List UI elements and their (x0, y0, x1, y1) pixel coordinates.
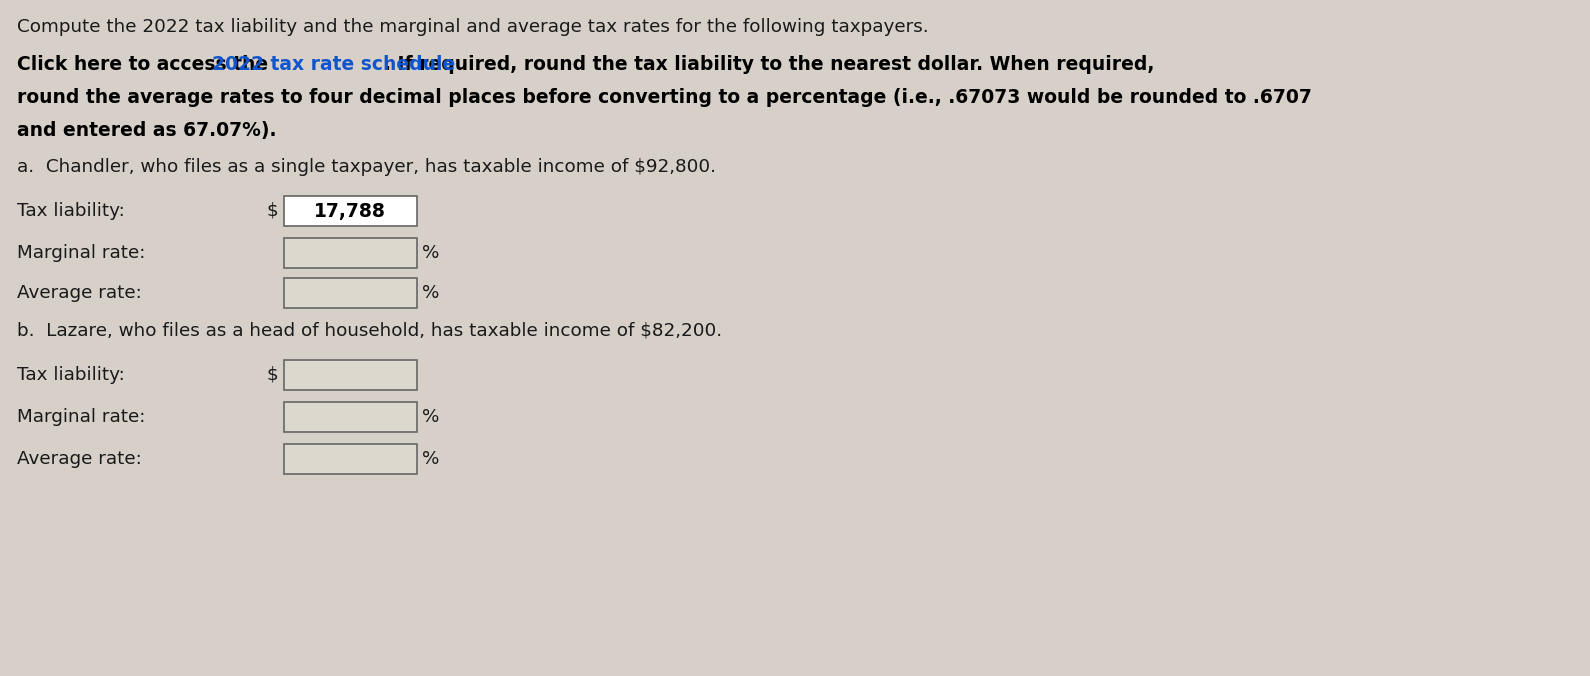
Text: 2022 tax rate schedule: 2022 tax rate schedule (211, 55, 455, 74)
Text: 17,788: 17,788 (315, 201, 386, 220)
Text: Marginal rate:: Marginal rate: (17, 408, 146, 426)
FancyBboxPatch shape (283, 402, 417, 432)
Text: b.  Lazare, who files as a head of household, has taxable income of $82,200.: b. Lazare, who files as a head of househ… (17, 322, 722, 340)
Text: . If required, round the tax liability to the nearest dollar. When required,: . If required, round the tax liability t… (383, 55, 1154, 74)
Text: round the average rates to four decimal places before converting to a percentage: round the average rates to four decimal … (17, 88, 1312, 107)
Text: Tax liability:: Tax liability: (17, 202, 126, 220)
FancyBboxPatch shape (283, 444, 417, 474)
Text: Compute the 2022 tax liability and the marginal and average tax rates for the fo: Compute the 2022 tax liability and the m… (17, 18, 929, 36)
Text: and entered as 67.07%).: and entered as 67.07%). (17, 121, 277, 140)
Text: %: % (421, 284, 439, 302)
Text: %: % (421, 450, 439, 468)
Text: $: $ (267, 366, 278, 384)
Text: %: % (421, 408, 439, 426)
FancyBboxPatch shape (283, 238, 417, 268)
Text: Average rate:: Average rate: (17, 284, 142, 302)
Text: Marginal rate:: Marginal rate: (17, 244, 146, 262)
Text: Tax liability:: Tax liability: (17, 366, 126, 384)
Text: Click here to access the: Click here to access the (17, 55, 275, 74)
FancyBboxPatch shape (283, 196, 417, 226)
FancyBboxPatch shape (283, 360, 417, 390)
Text: %: % (421, 244, 439, 262)
Text: Average rate:: Average rate: (17, 450, 142, 468)
Text: a.  Chandler, who files as a single taxpayer, has taxable income of $92,800.: a. Chandler, who files as a single taxpa… (17, 158, 716, 176)
FancyBboxPatch shape (283, 278, 417, 308)
Text: $: $ (267, 202, 278, 220)
